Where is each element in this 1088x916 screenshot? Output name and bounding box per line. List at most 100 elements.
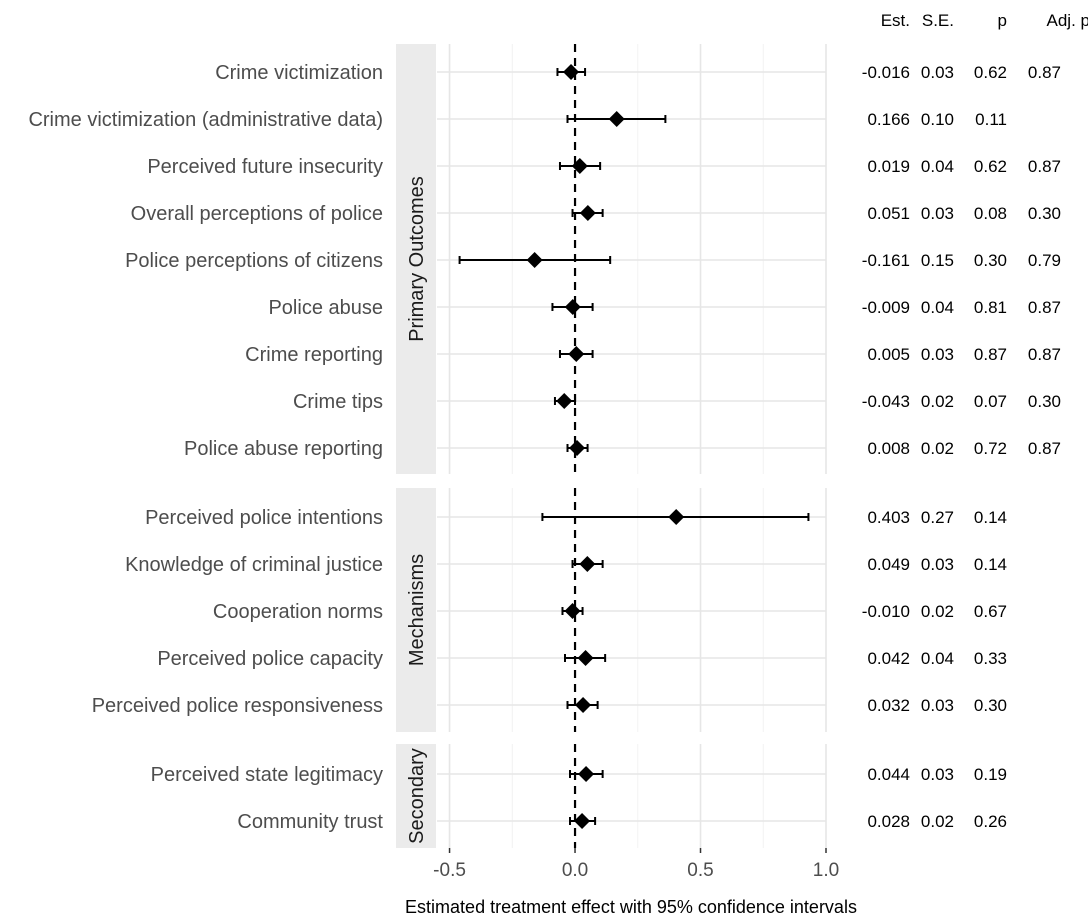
est-value: -0.010 xyxy=(862,602,910,621)
est-value: 0.044 xyxy=(867,765,910,784)
panel-strip-primary-outcomes xyxy=(396,44,436,474)
estimate-point xyxy=(608,111,625,127)
estimate-point xyxy=(579,556,596,572)
se-value: 0.03 xyxy=(921,204,954,223)
se-value: 0.03 xyxy=(921,63,954,82)
estimate-point xyxy=(568,346,585,362)
row-label: Overall perceptions of police xyxy=(131,203,383,225)
table-header-p: p xyxy=(998,11,1007,30)
estimate-point xyxy=(556,393,573,409)
est-value: 0.005 xyxy=(867,345,910,364)
row-label: Cooperation norms xyxy=(213,601,383,623)
adj-p-value: 0.87 xyxy=(1028,63,1061,82)
se-value: 0.03 xyxy=(921,765,954,784)
row-label: Community trust xyxy=(237,811,383,833)
se-value: 0.10 xyxy=(921,110,954,129)
est-value: 0.028 xyxy=(867,812,910,831)
est-value: 0.403 xyxy=(867,508,910,527)
se-value: 0.02 xyxy=(921,812,954,831)
p-value: 0.07 xyxy=(974,392,1007,411)
se-value: 0.02 xyxy=(921,392,954,411)
est-value: 0.042 xyxy=(867,649,910,668)
panel-label-mechanisms: Mechanisms xyxy=(406,554,428,666)
row-label: Police abuse xyxy=(268,297,383,319)
adj-p-value: 0.30 xyxy=(1028,392,1061,411)
adj-p-value: 0.87 xyxy=(1028,439,1061,458)
est-value: 0.032 xyxy=(867,696,910,715)
panel-strip-mechanisms xyxy=(396,488,436,732)
estimate-point xyxy=(578,766,595,782)
p-value: 0.62 xyxy=(974,157,1007,176)
table-header-est: Est. xyxy=(881,11,910,30)
panel-strip-secondary xyxy=(396,744,436,848)
adj-p-value: 0.87 xyxy=(1028,298,1061,317)
table-header-se: S.E. xyxy=(922,11,954,30)
x-tick-label: 0.5 xyxy=(687,860,713,881)
est-value: -0.043 xyxy=(862,392,910,411)
estimate-point xyxy=(569,440,586,456)
p-value: 0.14 xyxy=(974,508,1007,527)
estimate-point xyxy=(564,299,581,315)
x-axis-title: Estimated treatment effect with 95% conf… xyxy=(405,897,857,916)
row-label: Crime tips xyxy=(293,391,383,413)
estimate-point xyxy=(571,158,588,174)
p-value: 0.11 xyxy=(975,110,1007,129)
p-value: 0.19 xyxy=(974,765,1007,784)
p-value: 0.26 xyxy=(974,812,1007,831)
p-value: 0.08 xyxy=(974,204,1007,223)
panel-label-secondary: Secondary xyxy=(406,748,428,844)
se-value: 0.04 xyxy=(921,649,954,668)
row-label: Perceived police capacity xyxy=(157,648,383,670)
se-value: 0.03 xyxy=(921,696,954,715)
se-value: 0.04 xyxy=(921,157,954,176)
p-value: 0.62 xyxy=(974,63,1007,82)
p-value: 0.14 xyxy=(974,555,1007,574)
estimate-point xyxy=(564,603,581,619)
est-value: 0.019 xyxy=(867,157,910,176)
p-value: 0.30 xyxy=(974,696,1007,715)
x-tick-label: 1.0 xyxy=(813,860,839,881)
table-header-adj: Adj. p xyxy=(1047,11,1088,30)
p-value: 0.72 xyxy=(974,439,1007,458)
se-value: 0.04 xyxy=(921,298,954,317)
adj-p-value: 0.87 xyxy=(1028,345,1061,364)
row-label: Crime victimization xyxy=(215,62,383,84)
estimate-point xyxy=(563,64,580,80)
row-label: Crime victimization (administrative data… xyxy=(28,109,383,131)
est-value: -0.161 xyxy=(862,251,910,270)
row-label: Knowledge of criminal justice xyxy=(125,554,383,576)
p-value: 0.33 xyxy=(974,649,1007,668)
est-value: -0.009 xyxy=(862,298,910,317)
se-value: 0.03 xyxy=(921,555,954,574)
row-label: Perceived police intentions xyxy=(145,507,383,529)
estimate-point xyxy=(526,252,543,268)
estimate-point xyxy=(577,650,594,666)
se-value: 0.03 xyxy=(921,345,954,364)
row-label: Police abuse reporting xyxy=(184,438,383,460)
est-value: 0.166 xyxy=(867,110,910,129)
row-label: Perceived future insecurity xyxy=(147,156,383,178)
est-value: 0.051 xyxy=(867,204,910,223)
row-label: Perceived police responsiveness xyxy=(92,695,383,717)
p-value: 0.30 xyxy=(974,251,1007,270)
p-value: 0.67 xyxy=(974,602,1007,621)
se-value: 0.02 xyxy=(921,602,954,621)
estimate-point xyxy=(668,509,685,525)
row-label: Perceived state legitimacy xyxy=(151,764,383,786)
est-value: 0.008 xyxy=(867,439,910,458)
row-label: Police perceptions of citizens xyxy=(125,250,383,272)
se-value: 0.02 xyxy=(921,439,954,458)
estimate-point xyxy=(579,205,596,221)
se-value: 0.15 xyxy=(921,251,954,270)
est-value: -0.016 xyxy=(862,63,910,82)
adj-p-value: 0.30 xyxy=(1028,204,1061,223)
adj-p-value: 0.87 xyxy=(1028,157,1061,176)
estimate-point xyxy=(575,697,592,713)
x-tick-label: 0.0 xyxy=(562,860,588,881)
estimate-point xyxy=(574,813,591,829)
row-label: Crime reporting xyxy=(245,344,383,366)
p-value: 0.87 xyxy=(974,345,1007,364)
est-value: 0.049 xyxy=(867,555,910,574)
se-value: 0.27 xyxy=(921,508,954,527)
